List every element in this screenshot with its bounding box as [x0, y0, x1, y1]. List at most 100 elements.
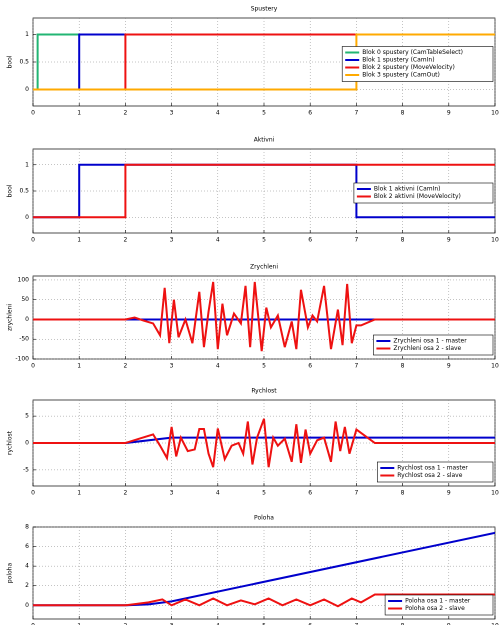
x-tick-label: 2 — [123, 363, 127, 370]
legend-label: Blok 2 spustery (MoveVelocity) — [362, 64, 455, 71]
y-tick-label: 50 — [21, 296, 29, 303]
x-tick-label: 8 — [401, 490, 405, 497]
legend-label: Blok 0 spustery (CamTableSelect) — [362, 49, 463, 56]
y-axis-label: poloha — [7, 563, 14, 584]
y-tick-label: 6 — [25, 543, 29, 550]
x-tick-label: 9 — [447, 237, 451, 244]
x-tick-label: 10 — [491, 363, 499, 370]
chart-title: Rychlost — [251, 388, 277, 395]
legend-box — [384, 594, 494, 616]
x-tick-label: 3 — [170, 490, 174, 497]
x-tick-label: 2 — [123, 490, 127, 497]
y-tick-label: -100 — [15, 356, 29, 363]
x-tick-label: 8 — [401, 623, 405, 625]
y-tick-label: 0.5 — [19, 188, 29, 195]
x-tick-label: 0 — [31, 237, 35, 244]
legend-label: Zrychleni osa 2 - slave — [393, 345, 461, 352]
x-tick-label: 7 — [354, 110, 358, 117]
y-axis-label: bool — [7, 55, 14, 68]
y-tick-label: 2 — [25, 582, 29, 589]
legend-label: Rychlost osa 2 - slave — [397, 472, 462, 479]
x-tick-label: 2 — [123, 110, 127, 117]
x-tick-label: 8 — [401, 363, 405, 370]
x-tick-label: 4 — [216, 237, 220, 244]
legend-box — [353, 182, 494, 204]
legend-label: Blok 1 spustery (CamIn) — [362, 57, 434, 64]
x-tick-label: 2 — [123, 237, 127, 244]
x-tick-label: 5 — [262, 490, 266, 497]
series-line — [33, 281, 495, 352]
x-tick-label: 7 — [354, 363, 358, 370]
y-tick-label: 0 — [25, 86, 29, 93]
x-tick-label: 0 — [31, 490, 35, 497]
y-axis-label: zrychleni — [7, 304, 14, 331]
legend-label: Blok 3 spustery (CamOut) — [362, 72, 440, 79]
y-tick-label: 0 — [25, 316, 29, 323]
x-tick-label: 0 — [31, 623, 35, 625]
y-tick-label: 0 — [25, 440, 29, 447]
chart-title: Aktivni — [254, 137, 275, 144]
y-axis-label: rychlost — [7, 430, 14, 455]
x-tick-label: 3 — [170, 237, 174, 244]
legend-box — [341, 46, 494, 82]
series-line — [33, 418, 495, 468]
x-tick-label: 8 — [401, 110, 405, 117]
x-tick-label: 9 — [447, 490, 451, 497]
y-tick-label: 4 — [25, 563, 29, 570]
x-tick-label: 3 — [170, 110, 174, 117]
x-tick-label: 3 — [170, 623, 174, 625]
x-tick-label: 1 — [77, 237, 81, 244]
legend-box — [373, 334, 494, 356]
y-axis-label: bool — [7, 184, 14, 197]
series-line — [33, 593, 495, 608]
y-tick-label: 0.5 — [19, 59, 29, 66]
x-tick-label: 4 — [216, 490, 220, 497]
y-tick-label: 8 — [25, 524, 29, 531]
x-tick-label: 0 — [31, 363, 35, 370]
legend-box — [376, 461, 494, 483]
y-tick-label: 1 — [25, 31, 29, 38]
x-tick-label: 1 — [77, 363, 81, 370]
series-line — [33, 163, 495, 219]
legend-label: Zrychleni osa 1 - master — [393, 338, 467, 345]
x-tick-label: 9 — [447, 623, 451, 625]
y-tick-label: 0 — [25, 214, 29, 221]
x-tick-label: 6 — [308, 237, 312, 244]
x-tick-label: 5 — [262, 363, 266, 370]
x-tick-label: 8 — [401, 237, 405, 244]
x-tick-label: 5 — [262, 623, 266, 625]
x-tick-label: 1 — [77, 110, 81, 117]
x-tick-label: 7 — [354, 623, 358, 625]
legend-label: Blok 2 aktivni (MoveVelocity) — [374, 193, 461, 200]
x-tick-label: 9 — [447, 363, 451, 370]
x-tick-label: 4 — [216, 110, 220, 117]
y-tick-label: 5 — [25, 413, 29, 420]
legend-label: Poloha osa 1 - master — [405, 598, 471, 605]
x-tick-label: 1 — [77, 623, 81, 625]
x-tick-label: 9 — [447, 110, 451, 117]
y-tick-label: -50 — [19, 336, 29, 343]
x-tick-label: 10 — [491, 110, 499, 117]
x-tick-label: 6 — [308, 363, 312, 370]
y-tick-label: 100 — [18, 276, 30, 283]
x-tick-label: 5 — [262, 110, 266, 117]
x-tick-label: 10 — [491, 237, 499, 244]
x-tick-label: 3 — [170, 363, 174, 370]
x-tick-label: 4 — [216, 363, 220, 370]
x-tick-label: 6 — [308, 623, 312, 625]
chart-title: Poloha — [254, 515, 274, 522]
x-tick-label: 10 — [491, 490, 499, 497]
x-tick-label: 4 — [216, 623, 220, 625]
legend-label: Blok 1 aktivni (CamIn) — [374, 186, 441, 193]
legend-label: Rychlost osa 1 - master — [397, 465, 468, 472]
x-tick-label: 7 — [354, 490, 358, 497]
x-tick-label: 6 — [308, 490, 312, 497]
x-tick-label: 6 — [308, 110, 312, 117]
x-tick-label: 10 — [491, 623, 499, 625]
chart-title: Zrychleni — [250, 264, 278, 271]
x-tick-label: 7 — [354, 237, 358, 244]
x-tick-label: 2 — [123, 623, 127, 625]
legend-label: Poloha osa 2 - slave — [405, 605, 465, 612]
y-tick-label: -5 — [23, 466, 29, 473]
